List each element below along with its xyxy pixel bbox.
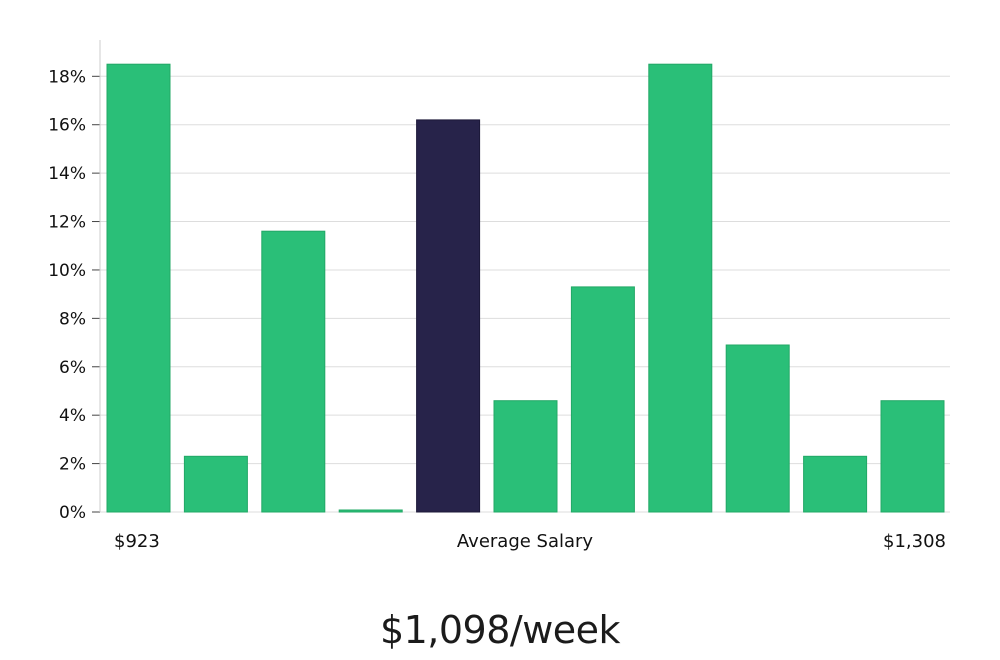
- y-tick-label: 8%: [59, 309, 86, 329]
- y-axis-ticks: 0% 2% 4% 6% 8% 10% 12% 14% 16% 18%: [48, 67, 100, 523]
- bar: [880, 400, 945, 513]
- y-tick-label: 4%: [59, 406, 86, 426]
- bar: [493, 400, 558, 513]
- y-tick-label: 2%: [59, 455, 86, 475]
- bar: [803, 455, 868, 513]
- bar: [106, 63, 171, 513]
- salary-histogram-chart: 0% 2% 4% 6% 8% 10% 12% 14% 16% 18% $923 Average S…: [48, 40, 950, 552]
- y-tick-label: 12%: [48, 213, 86, 233]
- x-label-max: $1,308: [883, 531, 946, 552]
- bar: [570, 286, 635, 513]
- bars: [106, 63, 945, 513]
- bar: [648, 63, 713, 513]
- y-tick-label: 18%: [48, 67, 86, 87]
- x-label-min: $923: [114, 531, 160, 552]
- y-tick-label: 6%: [59, 358, 86, 378]
- y-tick-label: 16%: [48, 116, 86, 136]
- bar: [261, 230, 326, 513]
- bar: [338, 509, 403, 513]
- average-salary-value: $1,098/week: [379, 608, 621, 652]
- y-tick-label: 14%: [48, 164, 86, 184]
- bar-average-highlight: [416, 119, 481, 513]
- x-label-average: Average Salary: [457, 531, 594, 552]
- bar: [183, 455, 248, 513]
- y-tick-label: 0%: [59, 503, 86, 523]
- y-tick-label: 10%: [48, 261, 86, 281]
- bar: [725, 344, 790, 513]
